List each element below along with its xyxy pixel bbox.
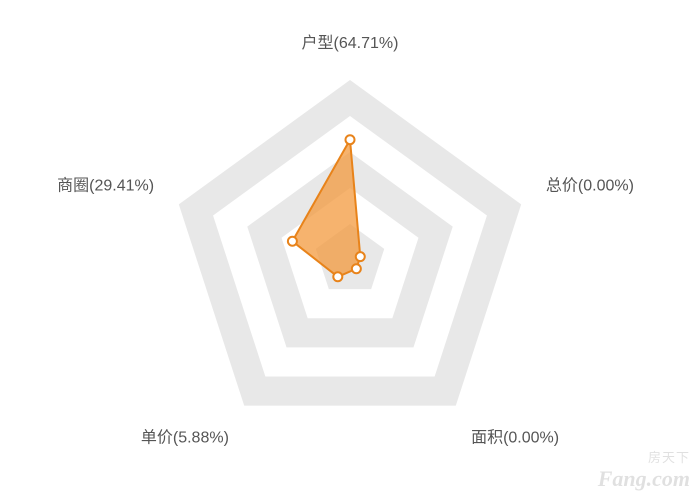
axis-label-huxing: 户型(64.71%): [302, 34, 399, 52]
axis-label-shangquan: 商圈(29.41%): [57, 176, 154, 194]
radar-marker: [356, 252, 365, 261]
radar-marker: [288, 237, 297, 246]
radar-marker: [346, 135, 355, 144]
radar-marker: [333, 272, 342, 281]
radar-marker: [352, 264, 361, 273]
axis-label-zongjia: 总价(0.00%): [546, 176, 634, 194]
radar-chart: 户型(64.71%) 总价(0.00%) 面积(0.00%) 单价(5.88%) 商圈(…: [0, 0, 700, 500]
axis-label-danjia: 单价(5.88%): [141, 429, 229, 447]
axis-label-mianji: 面积(0.00%): [471, 429, 559, 447]
